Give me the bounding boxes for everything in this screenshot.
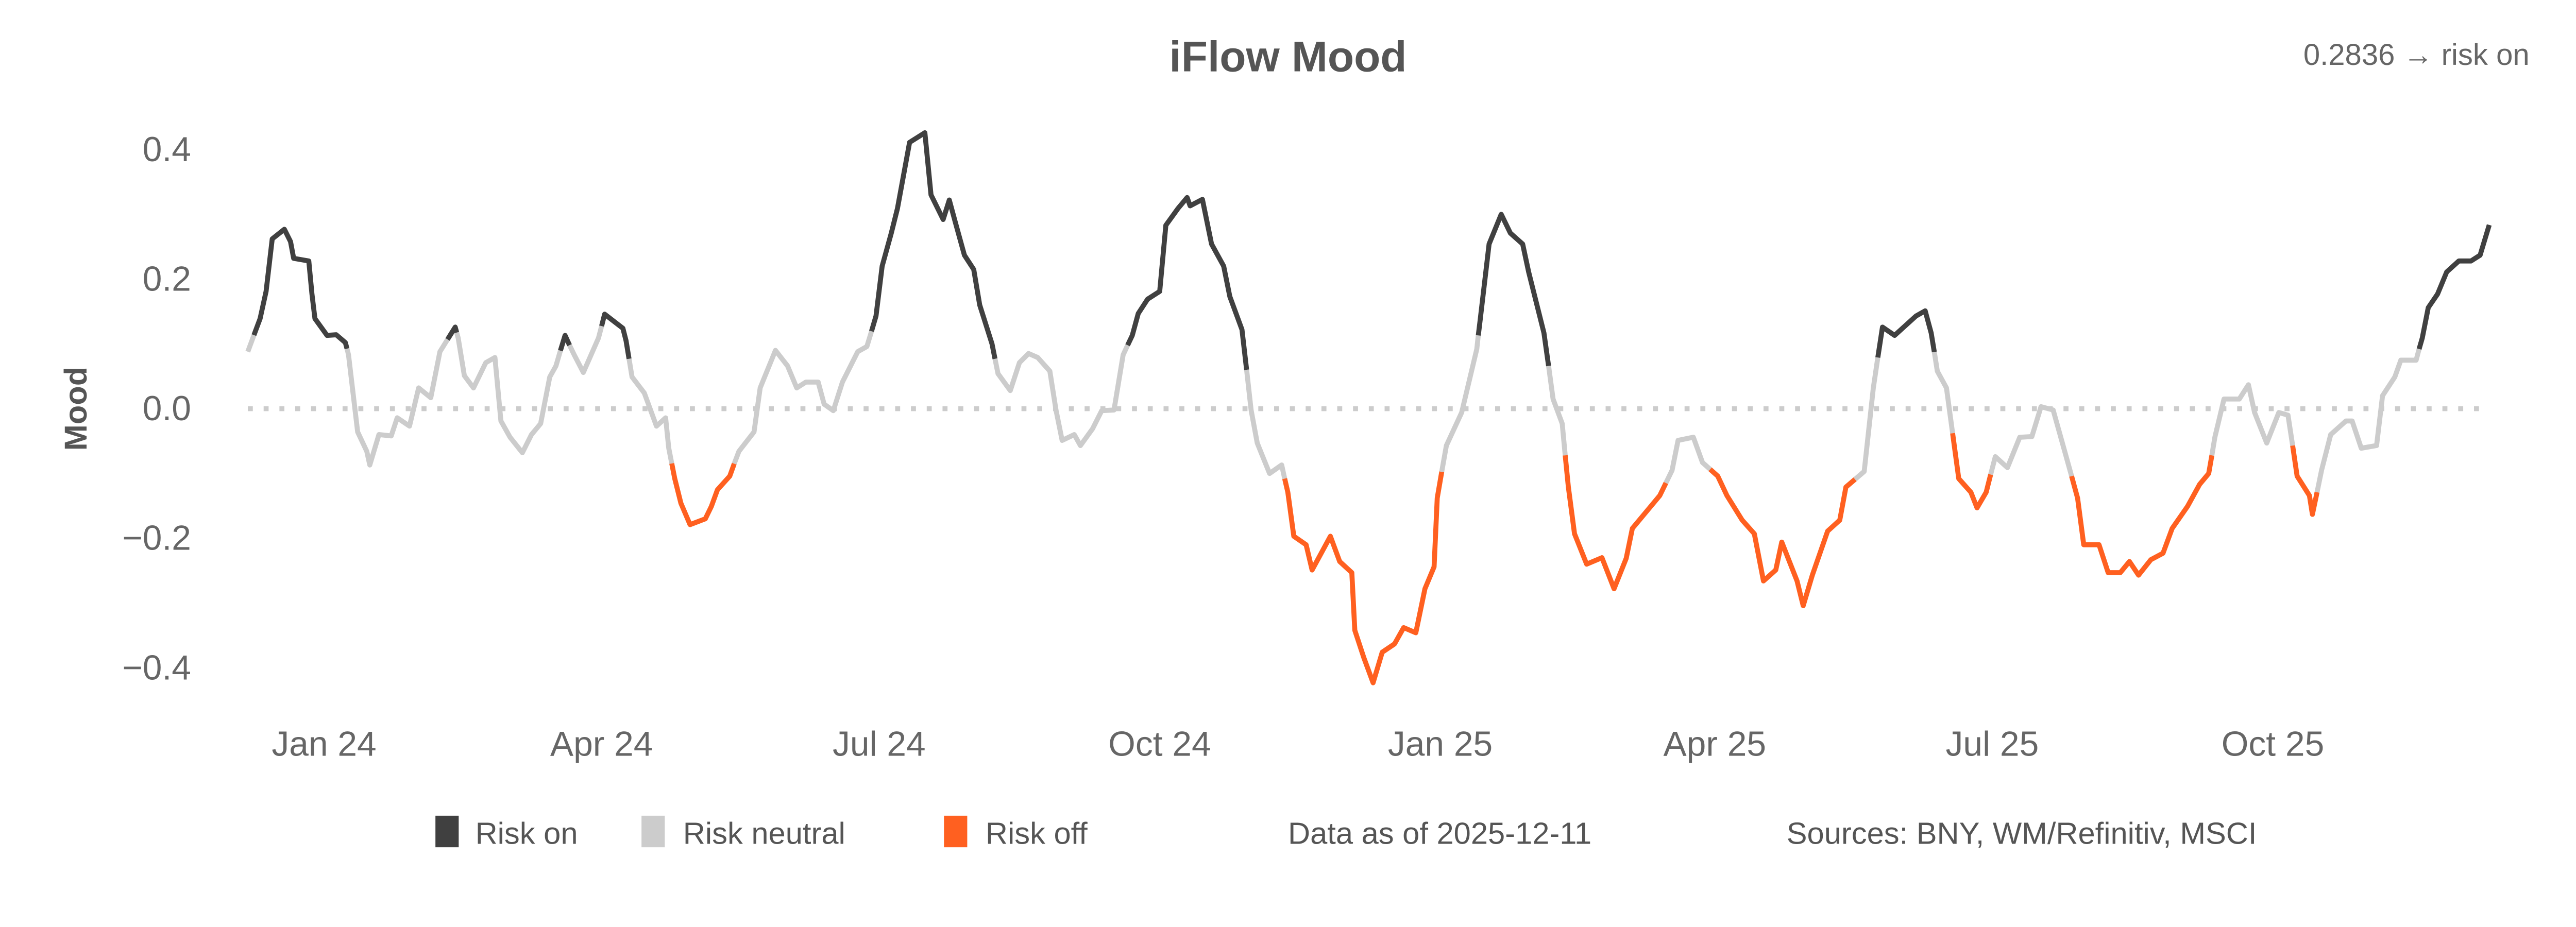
- x-tick-label: Jan 24: [272, 725, 376, 764]
- mood-series: [245, 130, 2492, 685]
- series-segment-risk-on: [445, 324, 460, 341]
- series-segment-risk-neutral: [2209, 382, 2295, 456]
- legend-swatch-risk-neutral: [641, 815, 665, 848]
- legend-label-risk-off: Risk off: [986, 816, 1088, 851]
- x-axis-ticks: Jan 24 Apr 24 Jul 24 Oct 24 Jan 25 Apr 25 Jul …: [272, 725, 2324, 764]
- series-segment-risk-neutral: [732, 330, 874, 465]
- x-tick-label: Oct 24: [1108, 725, 1211, 764]
- sources: Sources: BNY, WM/Refinitiv, MSCI: [1787, 816, 2257, 851]
- series-segment-risk-neutral: [1244, 369, 1287, 479]
- series-segment-risk-neutral: [567, 325, 604, 375]
- series-segment-risk-neutral: [1853, 357, 1880, 482]
- series-segment-risk-off: [2290, 445, 2320, 517]
- series-segment-risk-on: [1875, 308, 1937, 358]
- series-segment-risk-neutral: [1546, 365, 1568, 456]
- series-segment-risk-on: [1125, 195, 1249, 370]
- legend-swatch-risk-on: [435, 815, 459, 848]
- series-segment-risk-on: [599, 312, 632, 359]
- series-segment-risk-neutral: [2314, 348, 2422, 493]
- series-segment-risk-on: [558, 333, 572, 352]
- series-segment-risk-neutral: [1931, 351, 1955, 434]
- legend-item-risk-neutral: Risk neutral: [641, 815, 845, 851]
- series-segment-risk-off: [2069, 455, 2214, 578]
- x-tick-label: Oct 25: [2222, 725, 2325, 764]
- series-segment-risk-off: [1563, 455, 1668, 592]
- y-tick-label: 0.0: [143, 389, 191, 428]
- y-axis-ticks: 0.4 0.2 0.0 −0.2 −0.4: [122, 130, 191, 687]
- chart-title: iFlow Mood: [1169, 32, 1406, 81]
- series-segment-risk-off: [1950, 433, 1993, 510]
- series-segment-risk-on: [251, 227, 350, 350]
- data-as-of: Data as of 2025-12-11: [1288, 816, 1591, 851]
- series-segment-risk-neutral: [1988, 404, 2074, 477]
- series-segment-risk-neutral: [1664, 435, 1712, 484]
- mood-chart: iFlow Mood 0.2836 → risk on Mood 0.40.20…: [58, 32, 2530, 851]
- series-segment-risk-neutral: [454, 332, 563, 455]
- series-segment-risk-neutral: [626, 358, 674, 464]
- x-tick-label: Apr 25: [1663, 725, 1766, 764]
- y-tick-label: −0.2: [122, 519, 191, 558]
- series-segment-risk-off: [1282, 471, 1445, 685]
- series-segment-risk-off: [1708, 467, 1857, 608]
- x-tick-label: Jul 25: [1946, 725, 2039, 764]
- x-tick-label: Apr 24: [550, 725, 653, 764]
- legend-item-risk-on: Risk on: [435, 815, 578, 851]
- series-segment-risk-neutral: [1439, 335, 1481, 472]
- series-segment-risk-off: [669, 462, 737, 527]
- series-segment-risk-neutral: [344, 338, 450, 468]
- legend-swatch-risk-off: [944, 815, 968, 848]
- series-segment-risk-neutral: [992, 344, 1130, 448]
- y-tick-label: 0.4: [143, 130, 191, 169]
- y-axis-label: Mood: [58, 367, 93, 451]
- legend: Risk on Risk neutral Risk off Data as of…: [435, 815, 2257, 851]
- x-tick-label: Jan 25: [1388, 725, 1493, 764]
- y-tick-label: −0.4: [122, 648, 191, 687]
- legend-label-risk-on: Risk on: [476, 816, 578, 851]
- y-tick-label: 0.2: [143, 260, 191, 299]
- series-segment-risk-neutral: [245, 334, 257, 353]
- legend-label-risk-neutral: Risk neutral: [683, 816, 845, 851]
- series-segment-risk-on: [2416, 224, 2492, 350]
- series-segment-risk-on: [1476, 212, 1551, 367]
- series-segment-risk-on: [869, 130, 998, 359]
- latest-readout: 0.2836 → risk on: [2303, 38, 2530, 72]
- legend-item-risk-off: Risk off: [944, 815, 1088, 851]
- x-tick-label: Jul 24: [833, 725, 926, 764]
